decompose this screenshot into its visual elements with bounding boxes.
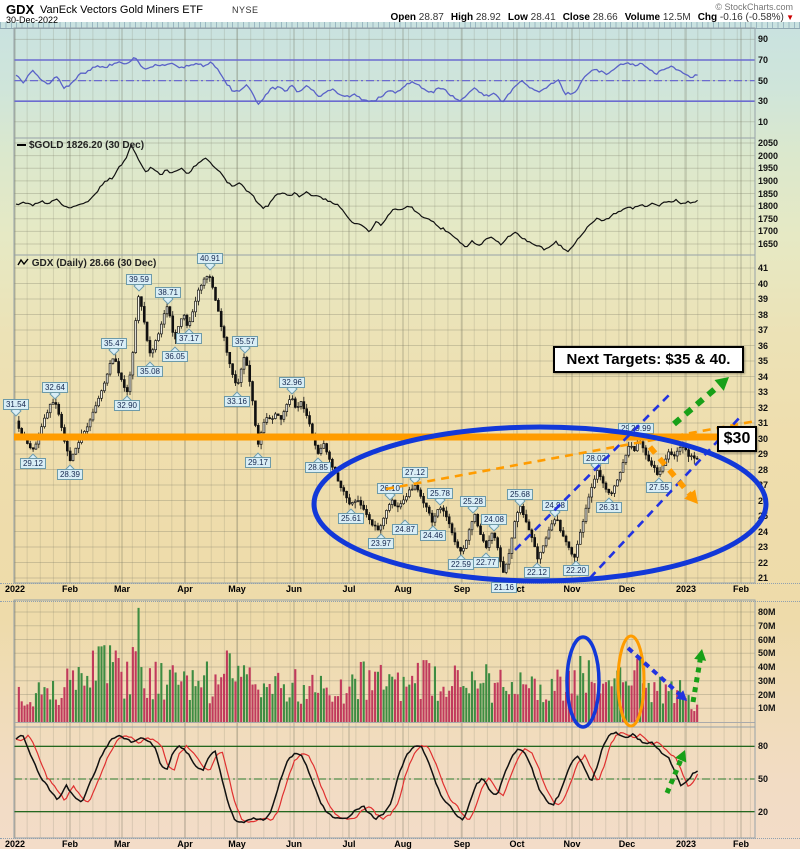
quote-field-value: 28.92 [473,12,501,23]
quote-field-value: 12.5M [660,12,691,23]
chart-background [0,22,800,849]
quote-field-label: High [450,12,474,23]
chart-date: 30-Dec-2022 [6,15,59,25]
ohlc-quote-row: Open 28.87 High 28.92 Low 28.41 Close 28.66… [383,12,794,23]
quote-field-value: 28.87 [416,12,444,23]
quote-field-label: Close [562,12,590,23]
change-down-triangle-icon: ▼ [783,13,794,22]
ticker-symbol: GDX [6,2,35,17]
quote-field-label: Low [507,12,528,23]
quote-field-value: 28.66 [589,12,618,23]
quote-field-label: Open [390,12,417,23]
quote-field-label: Volume [624,12,661,23]
quote-field-value: -0.16 (-0.58%) [717,12,784,23]
copyright: © StockCharts.com [715,2,793,12]
ticker-name: VanEck Vectors Gold Miners ETF [40,4,204,16]
ticker-exchange: NYSE [232,5,259,15]
quote-field-label: Chg [697,12,718,23]
quote-field-value: 28.41 [527,12,556,23]
top-tick-strip [0,22,800,29]
